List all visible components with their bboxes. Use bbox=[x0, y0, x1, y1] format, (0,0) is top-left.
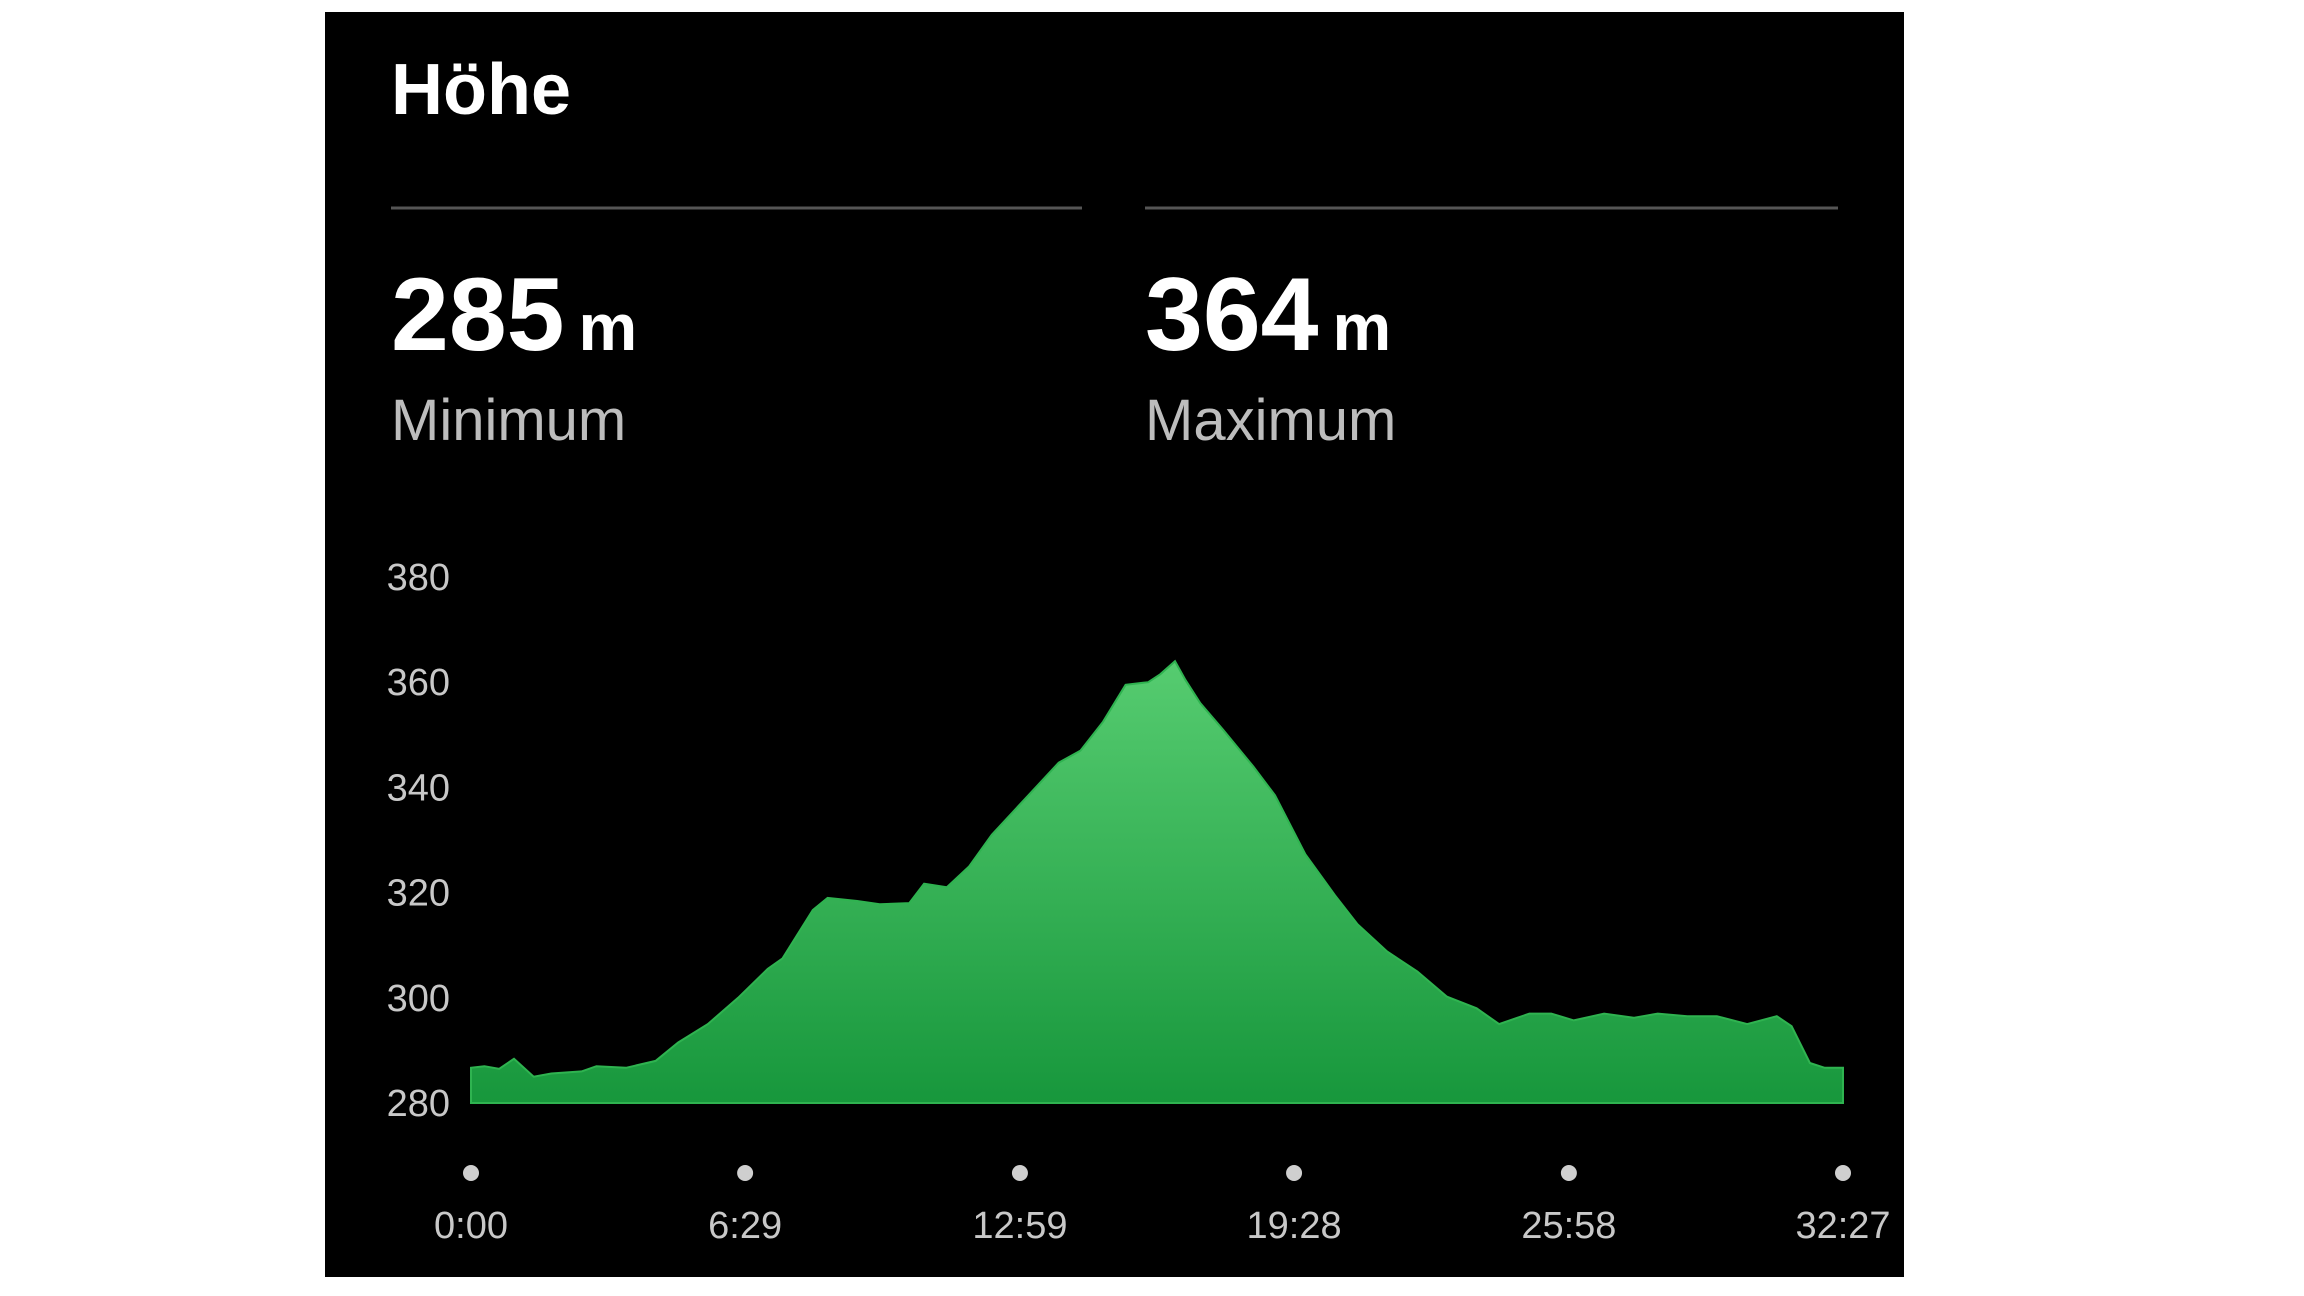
x-tick-dot bbox=[1835, 1165, 1851, 1181]
x-tick-label: 19:28 bbox=[1247, 1205, 1342, 1247]
stat-number: 364 bbox=[1145, 257, 1319, 373]
x-tick-dot bbox=[463, 1165, 479, 1181]
stat-value: 285 m bbox=[391, 257, 637, 373]
x-tick-dot bbox=[1560, 1165, 1577, 1181]
y-tick-label: 300 bbox=[387, 978, 450, 1020]
x-tick-label: 25:58 bbox=[1521, 1205, 1616, 1247]
stat-label: Minimum bbox=[391, 388, 626, 453]
x-tick-label: 6:29 bbox=[708, 1205, 782, 1247]
y-tick-label: 280 bbox=[387, 1083, 450, 1125]
y-tick-label: 380 bbox=[387, 557, 450, 599]
card-title: Höhe bbox=[391, 50, 571, 130]
y-tick-label: 340 bbox=[387, 767, 450, 809]
y-tick-label: 360 bbox=[387, 662, 450, 704]
stat-label: Maximum bbox=[1145, 388, 1396, 453]
y-tick-label: 320 bbox=[387, 873, 450, 915]
x-tick-label: 32:27 bbox=[1795, 1205, 1890, 1247]
stat-unit: m bbox=[579, 290, 638, 364]
elevation-area bbox=[470, 659, 1844, 1104]
stat-value: 364 m bbox=[1145, 257, 1391, 373]
x-tick-dot bbox=[1011, 1165, 1028, 1181]
elevation-chart: 280 300 320 340 360 380 0:00 6:29 12:59 19:28 25:5… bbox=[387, 557, 1891, 1247]
x-tick-label: 0:00 bbox=[434, 1205, 508, 1247]
x-tick-label: 12:59 bbox=[972, 1205, 1067, 1247]
x-tick-dot bbox=[737, 1165, 754, 1181]
stat-unit: m bbox=[1333, 290, 1392, 364]
x-tick-dot bbox=[1286, 1165, 1303, 1181]
stat-number: 285 bbox=[391, 257, 565, 373]
